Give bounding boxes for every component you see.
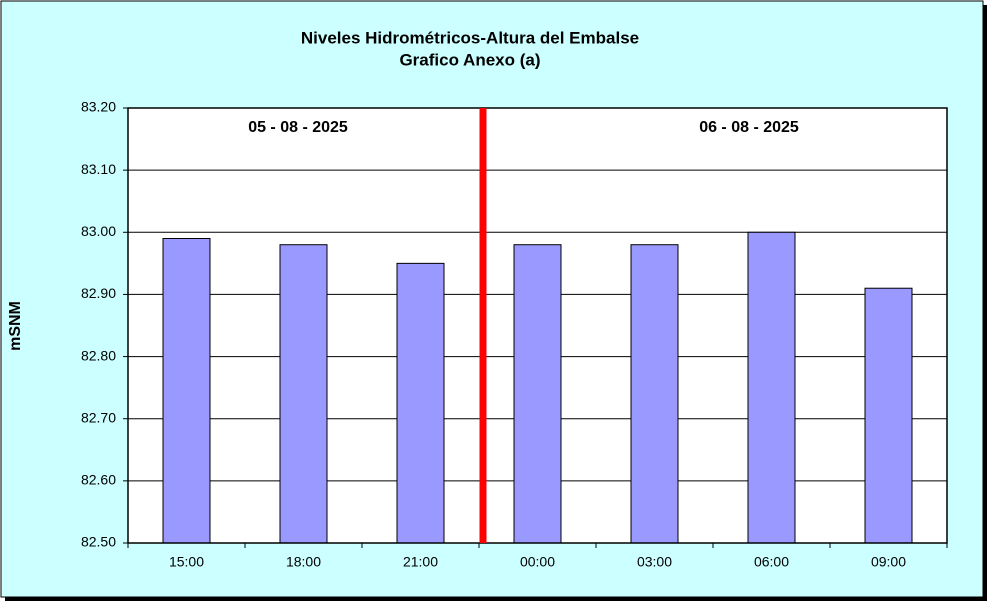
bar [396,262,445,544]
bar [279,244,328,544]
x-tick-label: 06:00 [754,554,789,570]
chart-title: Niveles Hidrométricos-Altura del Embalse [301,28,639,47]
bar [630,244,679,544]
bar [864,287,913,544]
x-tick-label: 21:00 [403,554,438,570]
x-tick-label: 03:00 [637,554,672,570]
bar [162,238,211,544]
bar [513,244,562,544]
y-tick-label: 83.00 [81,223,116,239]
chart-subtitle: Grafico Anexo (a) [399,50,540,69]
y-axis-label: mSNM [7,301,24,351]
x-tick-label: 09:00 [871,554,906,570]
y-tick-label: 83.10 [81,161,116,177]
x-tick-label: 15:00 [169,554,204,570]
y-tick-label: 82.50 [81,534,116,550]
y-tick-label: 82.60 [81,472,116,488]
x-tick-label: 00:00 [520,554,555,570]
y-tick-label: 82.90 [81,285,116,301]
date-annotation: 05 - 08 - 2025 [248,119,348,136]
y-tick-label: 83.20 [81,99,116,115]
plot-border [127,107,948,544]
bar [747,231,796,544]
y-tick-label: 82.70 [81,409,116,425]
y-tick-label: 82.80 [81,347,116,363]
x-tick-label: 18:00 [286,554,321,570]
date-annotation: 06 - 08 - 2025 [699,119,799,136]
